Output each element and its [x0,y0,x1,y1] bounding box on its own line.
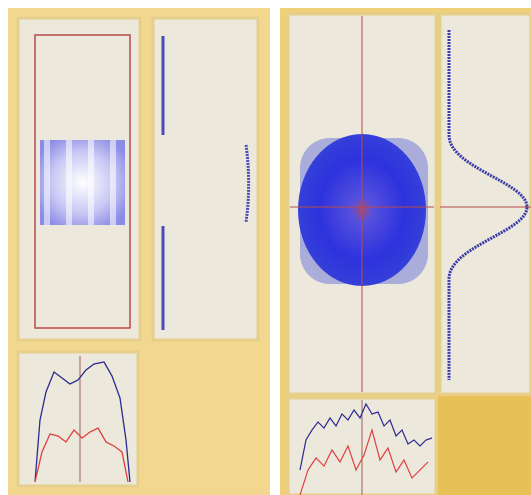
beam-halo [300,138,428,284]
divider [270,0,280,495]
vertical-profile-view [440,14,531,394]
beam-spot-texture [40,140,125,225]
page [0,0,531,495]
vertical-profile-view [153,18,258,340]
empty-area [438,396,531,495]
screenshot [0,0,531,495]
